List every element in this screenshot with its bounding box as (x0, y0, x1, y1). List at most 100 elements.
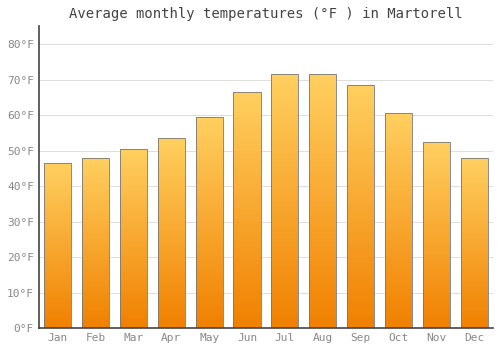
Bar (385, 274, 412, 277)
Bar (120, 179, 147, 181)
Bar (44, 204, 72, 206)
Bar (309, 234, 336, 237)
Bar (460, 192, 488, 194)
Bar (385, 206, 412, 208)
Bar (44, 300, 72, 302)
Bar (385, 141, 412, 144)
Bar (234, 187, 260, 189)
Bar (234, 267, 260, 269)
Bar (234, 302, 260, 304)
Bar (158, 237, 185, 239)
Bar (234, 283, 260, 286)
Bar (234, 134, 260, 137)
Bar (460, 318, 488, 320)
Bar (309, 87, 336, 90)
Bar (422, 267, 450, 268)
Bar (422, 145, 450, 147)
Bar (422, 183, 450, 184)
Bar (309, 209, 336, 211)
Bar (385, 268, 412, 270)
Bar (234, 97, 260, 99)
Bar (44, 315, 72, 317)
Bar (347, 240, 374, 243)
Bar (271, 234, 298, 237)
Bar (385, 139, 412, 141)
Bar (44, 287, 72, 288)
Bar (196, 176, 223, 178)
Bar (44, 272, 72, 274)
Bar (44, 320, 72, 322)
Bar (309, 82, 336, 84)
Bar (234, 269, 260, 272)
Bar (309, 237, 336, 239)
Bar (309, 194, 336, 196)
Bar (44, 293, 72, 295)
Bar (234, 293, 260, 295)
Bar (196, 227, 223, 229)
Bar (82, 175, 109, 176)
Bar (309, 189, 336, 191)
Bar (158, 169, 185, 170)
Bar (309, 321, 336, 323)
Bar (120, 265, 147, 267)
Bar (44, 274, 72, 275)
Bar (44, 303, 72, 305)
Bar (385, 122, 412, 124)
Bar (309, 178, 336, 181)
Bar (120, 183, 147, 185)
Bar (385, 225, 412, 227)
Bar (271, 171, 298, 173)
Bar (347, 85, 374, 328)
Bar (460, 198, 488, 200)
Bar (271, 181, 298, 183)
Bar (44, 170, 72, 171)
Bar (196, 260, 223, 263)
Bar (120, 280, 147, 281)
Bar (120, 185, 147, 187)
Bar (120, 251, 147, 253)
Bar (82, 311, 109, 313)
Bar (234, 108, 260, 111)
Bar (120, 219, 147, 220)
Bar (120, 204, 147, 206)
Bar (422, 156, 450, 159)
Bar (347, 136, 374, 138)
Bar (196, 220, 223, 223)
Bar (82, 234, 109, 236)
Bar (309, 145, 336, 148)
Bar (309, 107, 336, 110)
Bar (347, 92, 374, 94)
Bar (309, 298, 336, 300)
Bar (234, 102, 260, 104)
Bar (82, 263, 109, 265)
Bar (347, 124, 374, 126)
Bar (196, 189, 223, 191)
Bar (271, 298, 298, 300)
Bar (271, 323, 298, 326)
Bar (82, 282, 109, 284)
Bar (309, 287, 336, 290)
Bar (385, 144, 412, 146)
Bar (385, 246, 412, 249)
Bar (385, 154, 412, 156)
Bar (460, 175, 488, 176)
Bar (385, 283, 412, 285)
Bar (158, 246, 185, 248)
Bar (234, 94, 260, 97)
Bar (234, 205, 260, 208)
Bar (82, 171, 109, 173)
Bar (347, 94, 374, 97)
Bar (82, 224, 109, 226)
Bar (44, 186, 72, 188)
Bar (158, 281, 185, 282)
Bar (196, 311, 223, 313)
Bar (422, 159, 450, 160)
Bar (234, 184, 260, 187)
Bar (460, 296, 488, 298)
Bar (120, 317, 147, 319)
Bar (271, 260, 298, 262)
Bar (82, 308, 109, 309)
Bar (309, 155, 336, 158)
Bar (120, 260, 147, 262)
Bar (234, 304, 260, 307)
